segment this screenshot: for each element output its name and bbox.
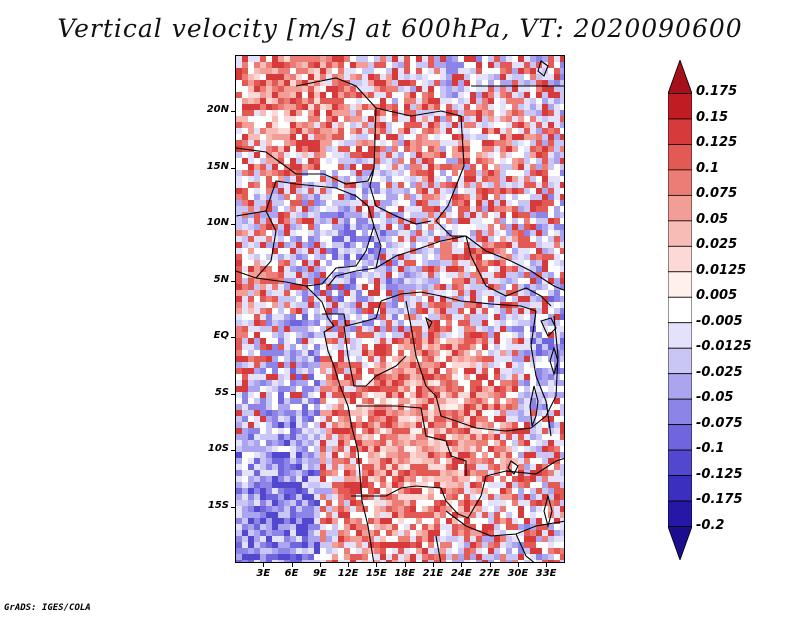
- colorbar-level-label: -0.025: [696, 364, 743, 380]
- colorbar-swatch: [668, 500, 692, 527]
- colorbar: [668, 60, 692, 560]
- colorbar-level-label: 0.1: [696, 160, 720, 176]
- lat-tick-label: EQ: [213, 330, 229, 342]
- colorbar-swatch: [668, 60, 692, 94]
- lat-tick: [231, 111, 235, 113]
- lake: [540, 317, 557, 337]
- colorbar-level-label: 0.005: [696, 288, 738, 304]
- colorbar-swatch: [668, 93, 692, 120]
- chart-title: Vertical velocity [m/s] at 600hPa, VT: 2…: [57, 14, 743, 43]
- coastline: [236, 270, 375, 562]
- lon-tick-label: 6E: [284, 568, 299, 579]
- lat-tick: [231, 167, 235, 169]
- lon-tick: [291, 563, 293, 567]
- vertical-velocity-field: [236, 56, 564, 562]
- colorbar-level-label: 0.075: [696, 186, 738, 202]
- lon-tick: [404, 563, 406, 567]
- lon-tick-label: 33E: [535, 568, 557, 579]
- colorbar-level-label: -0.125: [696, 466, 743, 482]
- lon-tick: [489, 563, 491, 567]
- colorbar-level-label: 0.175: [696, 84, 738, 100]
- lat-tick: [231, 506, 235, 508]
- lon-tick-label: 3E: [256, 568, 271, 579]
- lat-tick-label: 15S: [207, 499, 229, 511]
- lon-tick-label: 27E: [479, 568, 500, 579]
- lat-tick: [231, 224, 235, 226]
- lake: [543, 493, 553, 529]
- colorbar-level-label: 0.125: [696, 135, 738, 151]
- colorbar-swatch: [668, 296, 692, 324]
- lon-tick-label: 15E: [366, 568, 387, 579]
- lat-tick-label: 5N: [213, 273, 229, 285]
- lon-tick: [319, 563, 321, 567]
- lon-tick-label: 24E: [450, 568, 472, 579]
- colorbar-level-label: 0.05: [696, 211, 729, 227]
- lon-tick: [263, 563, 265, 567]
- lon-tick-label: 21E: [422, 568, 444, 579]
- lon-tick: [348, 563, 350, 567]
- lon-tick: [517, 563, 519, 567]
- lat-tick-label: 20N: [206, 104, 229, 116]
- lake: [549, 346, 559, 376]
- colorbar-swatch: [668, 194, 692, 222]
- lat-tick-label: 10S: [207, 443, 229, 455]
- grads-credit: GrADS: IGES/COLA: [4, 603, 91, 613]
- colorbar-swatch: [668, 449, 692, 476]
- colorbar-level-label: 0.0125: [696, 262, 747, 278]
- colorbar-level-label: -0.1: [696, 441, 725, 457]
- lake: [425, 316, 433, 330]
- colorbar-level-label: -0.075: [696, 415, 743, 431]
- lat-tick-label: 10N: [206, 217, 229, 229]
- map-panel: [235, 55, 565, 563]
- country-borders: [236, 60, 564, 562]
- colorbar-swatch: [668, 475, 692, 502]
- colorbar-level-label: -0.175: [696, 492, 743, 508]
- colorbar-swatch: [668, 144, 692, 171]
- colorbar-level-label: -0.2: [696, 517, 725, 533]
- colorbar-swatch: [668, 526, 692, 560]
- lat-tick-label: 5S: [214, 386, 229, 398]
- colorbar-level-label: -0.05: [696, 390, 734, 406]
- lake: [537, 60, 549, 77]
- lon-tick-label: 18E: [394, 568, 416, 579]
- colorbar-swatch: [668, 169, 692, 196]
- lon-tick-label: 30E: [507, 568, 529, 579]
- colorbar-swatch: [668, 424, 692, 451]
- colorbar-level-label: 0.025: [696, 237, 738, 253]
- lon-tick: [546, 563, 548, 567]
- colorbar-level-label: -0.0125: [696, 339, 752, 355]
- colorbar-swatch: [668, 118, 692, 145]
- colorbar-swatch: [668, 398, 692, 426]
- lon-tick-label: 9E: [312, 568, 327, 579]
- lat-tick: [231, 337, 235, 339]
- colorbar-swatch: [668, 373, 692, 400]
- colorbar-swatch: [668, 322, 692, 349]
- lat-tick: [231, 280, 235, 282]
- colorbar-swatch: [668, 220, 692, 247]
- colorbar-swatch: [668, 347, 692, 375]
- lon-tick: [461, 563, 463, 567]
- colorbar-swatch: [668, 271, 692, 298]
- lake: [507, 460, 519, 475]
- colorbar-level-label: 0.15: [696, 109, 729, 125]
- colorbar-swatch: [668, 245, 692, 273]
- colorbar-level-label: -0.005: [696, 313, 743, 329]
- lat-tick: [231, 450, 235, 452]
- lon-tick-label: 12E: [337, 568, 359, 579]
- lat-tick: [231, 393, 235, 395]
- lake: [529, 385, 539, 427]
- lat-tick-label: 15N: [206, 160, 229, 172]
- lon-tick: [376, 563, 378, 567]
- lon-tick: [433, 563, 434, 567]
